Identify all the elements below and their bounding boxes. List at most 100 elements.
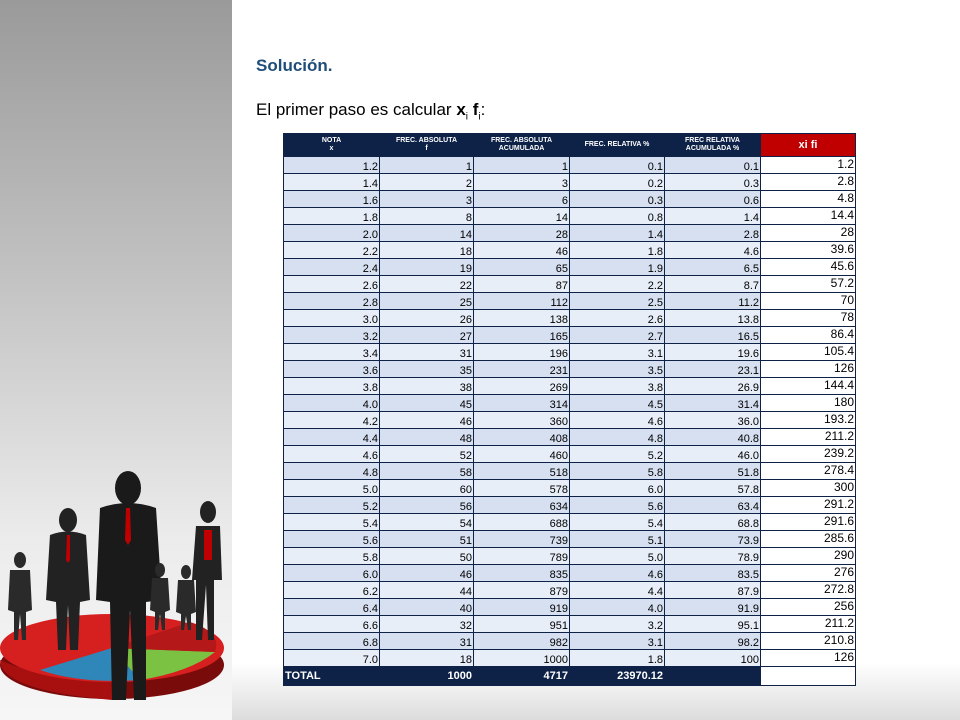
table-cell: 40.8: [664, 428, 761, 446]
table-cell: 4.4: [283, 428, 380, 446]
table-cell: 35: [379, 360, 474, 378]
table-cell: 789: [473, 547, 570, 565]
table-cell: 314: [473, 394, 570, 412]
table-cell: 1.4: [283, 173, 380, 191]
table-cell: 4.2: [283, 411, 380, 429]
table-cell: 14: [379, 224, 474, 242]
table-cell: 1000: [473, 649, 570, 667]
table-cell: 144.4: [760, 377, 856, 395]
table-cell: 5.1: [569, 530, 665, 548]
table-cell: 0.2: [569, 173, 665, 191]
table-cell: 56: [379, 496, 474, 514]
total-label: TOTAL: [283, 666, 380, 686]
table-cell: 5.6: [283, 530, 380, 548]
table-cell: 2.8: [760, 173, 856, 191]
table-row: 6.8 31 982 3.1 98.2 210.8: [283, 632, 856, 650]
table-cell: 0.3: [569, 190, 665, 208]
table-cell: 300: [760, 479, 856, 497]
table-cell: 4.6: [569, 411, 665, 429]
table-cell: 51.8: [664, 462, 761, 480]
table-cell: 3: [379, 190, 474, 208]
table-cell: 5.8: [283, 547, 380, 565]
table-row: 5.0 60 578 6.0 57.8 300: [283, 479, 856, 497]
table-row: 6.4 40 919 4.0 91.9 256: [283, 598, 856, 616]
table-cell: 3.1: [569, 632, 665, 650]
table-cell: 688: [473, 513, 570, 531]
total-cell: [760, 666, 856, 686]
table-cell: 2: [379, 173, 474, 191]
table-cell: 68.8: [664, 513, 761, 531]
table-cell: 46.0: [664, 445, 761, 463]
table-cell: 19.6: [664, 343, 761, 361]
table-row: 3.2 27 165 2.7 16.5 86.4: [283, 326, 856, 344]
table-cell: 6.6: [283, 615, 380, 633]
table-cell: 14: [473, 207, 570, 225]
table-cell: 70: [760, 292, 856, 310]
table-cell: 87: [473, 275, 570, 293]
table-cell: 23.1: [664, 360, 761, 378]
table-cell: 18: [379, 649, 474, 667]
table-cell: 2.8: [664, 224, 761, 242]
table-cell: 4.4: [569, 581, 665, 599]
table-cell: 86.4: [760, 326, 856, 344]
table-cell: 5.4: [569, 513, 665, 531]
total-cell: [664, 666, 761, 686]
table-row: 2.6 22 87 2.2 8.7 57.2: [283, 275, 856, 293]
table-cell: 28: [760, 224, 856, 242]
table-row: 2.2 18 46 1.8 4.6 39.6: [283, 241, 856, 259]
table-cell: 100: [664, 649, 761, 667]
table-cell: 231: [473, 360, 570, 378]
table-cell: 0.3: [664, 173, 761, 191]
table-row: 5.8 50 789 5.0 78.9 290: [283, 547, 856, 565]
table-row: 3.0 26 138 2.6 13.8 78: [283, 309, 856, 327]
table-cell: 63.4: [664, 496, 761, 514]
table-cell: 27: [379, 326, 474, 344]
table-cell: 3.2: [283, 326, 380, 344]
table-cell: 6.0: [569, 479, 665, 497]
table-cell: 138: [473, 309, 570, 327]
table-cell: 38: [379, 377, 474, 395]
table-cell: 0.6: [664, 190, 761, 208]
table-cell: 19: [379, 258, 474, 276]
table-cell: 739: [473, 530, 570, 548]
table-cell: 5.4: [283, 513, 380, 531]
table-cell: 16.5: [664, 326, 761, 344]
table-cell: 54: [379, 513, 474, 531]
table-cell: 210.8: [760, 632, 856, 650]
table-cell: 291.6: [760, 513, 856, 531]
table-cell: 58: [379, 462, 474, 480]
slide-title: Solución.: [256, 56, 333, 75]
table-cell: 0.8: [569, 207, 665, 225]
table-row: 3.6 35 231 3.5 23.1 126: [283, 360, 856, 378]
table-cell: 1: [379, 156, 474, 174]
table-cell: 6: [473, 190, 570, 208]
table-row: 6.0 46 835 4.6 83.5 276: [283, 564, 856, 582]
table-cell: 44: [379, 581, 474, 599]
table-header-row: NOTA x FREC. ABSOLUTA f FREC. ABSOLUTA ACUM…: [283, 133, 856, 157]
table-cell: 2.2: [569, 275, 665, 293]
table-cell: 1.6: [283, 190, 380, 208]
table-cell: 291.2: [760, 496, 856, 514]
table-cell: 11.2: [664, 292, 761, 310]
table-row: 1.6 3 6 0.3 0.6 4.8: [283, 190, 856, 208]
table-row: 5.2 56 634 5.6 63.4 291.2: [283, 496, 856, 514]
table-row: 4.4 48 408 4.8 40.8 211.2: [283, 428, 856, 446]
table-cell: 3.1: [569, 343, 665, 361]
subtitle-f: f: [472, 100, 479, 119]
table-row: 7.0 18 1000 1.8 100 126: [283, 649, 856, 667]
table-cell: 951: [473, 615, 570, 633]
table-cell: 256: [760, 598, 856, 616]
table-row: 4.8 58 518 5.8 51.8 278.4: [283, 462, 856, 480]
table-cell: 879: [473, 581, 570, 599]
header-xi-fi: xi fi: [760, 133, 856, 157]
business-people-pie-chart-icon: [0, 471, 224, 700]
table-cell: 7.0: [283, 649, 380, 667]
table-cell: 95.1: [664, 615, 761, 633]
table-cell: 3: [473, 173, 570, 191]
table-row: 2.0 14 28 1.4 2.8 28: [283, 224, 856, 242]
table-cell: 269: [473, 377, 570, 395]
table-cell: 6.2: [283, 581, 380, 599]
table-cell: 45.6: [760, 258, 856, 276]
table-row: 2.8 25 112 2.5 11.2 70: [283, 292, 856, 310]
table-cell: 52: [379, 445, 474, 463]
